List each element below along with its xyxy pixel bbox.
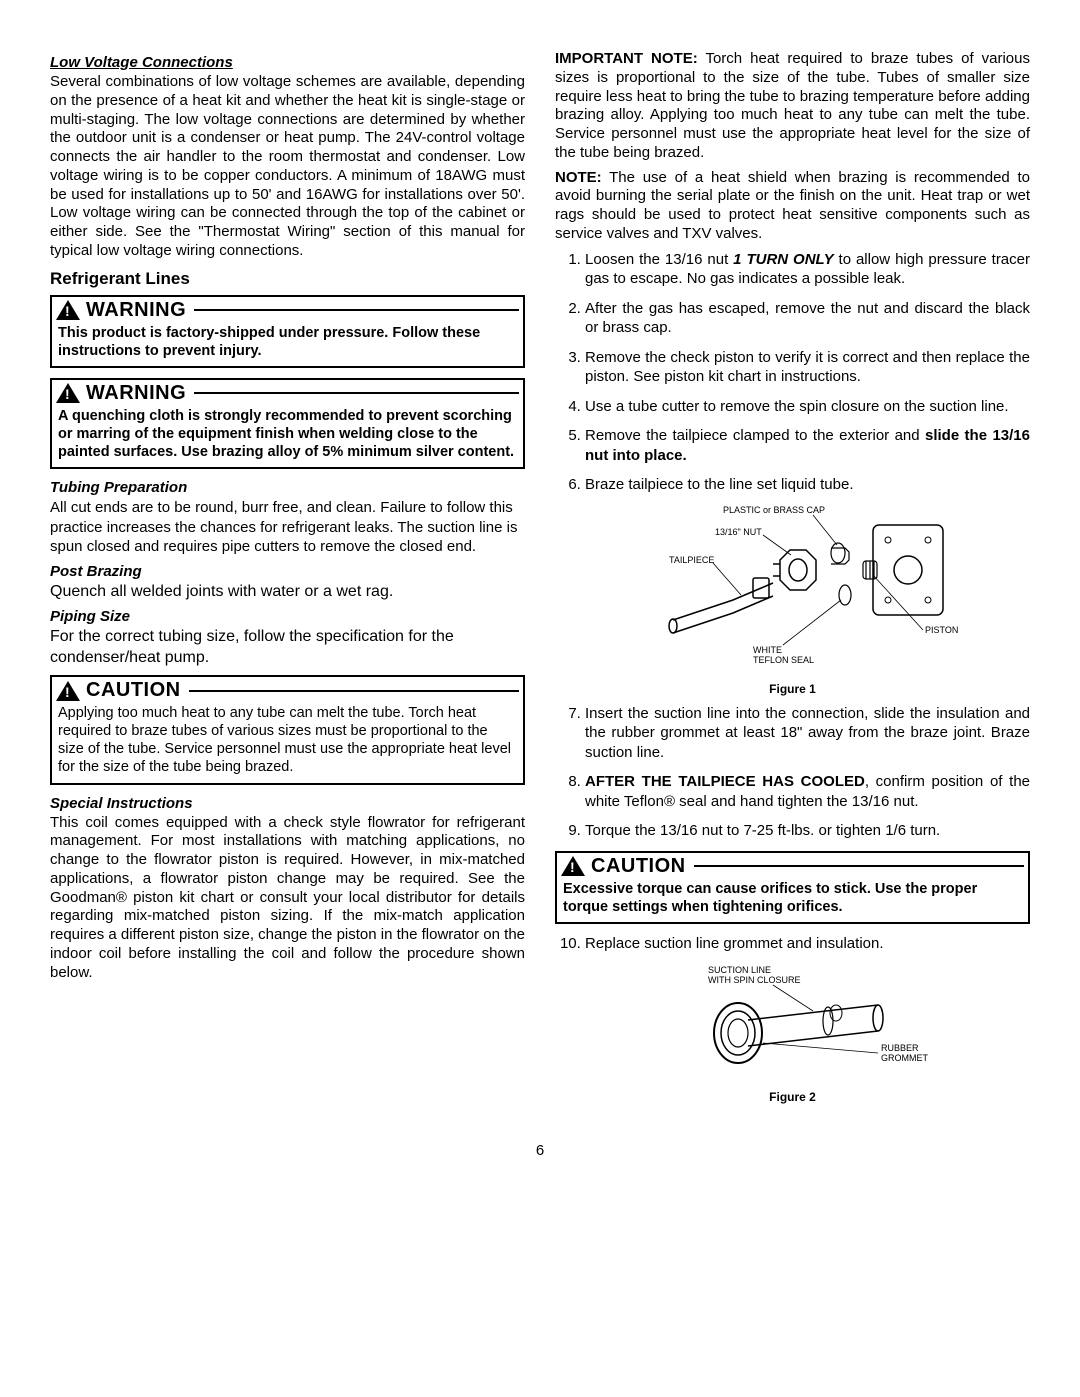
para-special: This coil comes equipped with a check st… [50, 814, 525, 983]
caution-icon [561, 856, 585, 876]
steps-list-3: Replace suction line grommet and insulat… [555, 934, 1030, 954]
warning-icon [56, 300, 80, 320]
warning-header: WARNING [52, 297, 523, 322]
step-4: Use a tube cutter to remove the spin clo… [585, 397, 1030, 417]
figure-2: SUCTION LINE WITH SPIN CLOSURE RUBBER GR… [555, 963, 1030, 1088]
figure-1-svg: PLASTIC or BRASS CAP 13/16" NUT TAILPIEC… [613, 505, 973, 675]
heading-low-voltage: Low Voltage Connections [50, 54, 525, 71]
fig2-label-suction2: WITH SPIN CLOSURE [708, 975, 801, 985]
heading-piping-size: Piping Size [50, 608, 525, 625]
para-note: NOTE: The use of a heat shield when braz… [555, 169, 1030, 244]
right-column: IMPORTANT NOTE: Torch heat required to b… [555, 50, 1030, 1112]
important-note-label: IMPORTANT NOTE: [555, 50, 698, 67]
step-1: Loosen the 13/16 nut 1 TURN ONLY to allo… [585, 250, 1030, 289]
caution-title: CAUTION [86, 679, 181, 702]
step-5: Remove the tailpiece clamped to the exte… [585, 426, 1030, 465]
caution-body: Applying too much heat to any tube can m… [52, 702, 523, 783]
warning-title: WARNING [86, 299, 186, 322]
fig1-label-tail: TAILPIECE [669, 555, 714, 565]
caution-icon [56, 681, 80, 701]
para-tubing: All cut ends are to be round, burr free,… [50, 498, 525, 557]
fig2-label-grommet2: GROMMET [881, 1053, 928, 1063]
caution-body: Excessive torque can cause orifices to s… [557, 878, 1028, 922]
para-low-voltage: Several combinations of low voltage sche… [50, 73, 525, 261]
fig1-label-piston: PISTON [925, 625, 958, 635]
page: Low Voltage Connections Several combinat… [0, 0, 1080, 1142]
caution-box-2: CAUTION Excessive torque can cause orifi… [555, 851, 1030, 924]
step-emphasis: 1 TURN ONLY [733, 251, 833, 268]
warning-box-2: WARNING A quenching cloth is strongly re… [50, 378, 525, 469]
warning-body: A quenching cloth is strongly recommende… [52, 405, 523, 467]
step-emphasis: AFTER THE TAILPIECE HAS COOLED [585, 773, 865, 790]
warning-body: This product is factory-shipped under pr… [52, 322, 523, 366]
para-important-note: IMPORTANT NOTE: Torch heat required to b… [555, 50, 1030, 163]
step-text: Remove the tailpiece clamped to the exte… [585, 427, 925, 444]
para-post-brazing: Quench all welded joints with water or a… [50, 582, 525, 603]
figure-2-caption: Figure 2 [555, 1090, 1030, 1104]
steps-list-2: Insert the suction line into the connect… [555, 704, 1030, 841]
heading-tubing-prep: Tubing Preparation [50, 479, 525, 496]
heading-special-instructions: Special Instructions [50, 795, 525, 812]
note-label: NOTE: [555, 169, 602, 186]
fig2-label-grommet1: RUBBER [881, 1043, 919, 1053]
step-9: Torque the 13/16 nut to 7-25 ft-lbs. or … [585, 821, 1030, 841]
fig1-label-nut: 13/16" NUT [715, 527, 762, 537]
caution-header: CAUTION [52, 677, 523, 702]
step-7: Insert the suction line into the connect… [585, 704, 1030, 763]
step-3: Remove the check piston to verify it is … [585, 348, 1030, 387]
caution-header: CAUTION [557, 853, 1028, 878]
heading-post-brazing: Post Brazing [50, 563, 525, 580]
figure-1-caption: Figure 1 [555, 682, 1030, 696]
fig1-label-cap: PLASTIC or BRASS CAP [723, 505, 825, 515]
warning-icon [56, 383, 80, 403]
heading-refrigerant-lines: Refrigerant Lines [50, 269, 525, 289]
fig1-label-teflon2: TEFLON SEAL [753, 655, 814, 665]
left-column: Low Voltage Connections Several combinat… [50, 50, 525, 1112]
step-8: AFTER THE TAILPIECE HAS COOLED, confirm … [585, 772, 1030, 811]
para-piping: For the correct tubing size, follow the … [50, 627, 525, 669]
caution-rule [694, 865, 1024, 867]
step-6: Braze tailpiece to the line set liquid t… [585, 475, 1030, 495]
step-10: Replace suction line grommet and insulat… [585, 934, 1030, 954]
warning-header: WARNING [52, 380, 523, 405]
caution-title: CAUTION [591, 855, 686, 878]
warning-box-1: WARNING This product is factory-shipped … [50, 295, 525, 368]
fig1-label-teflon1: WHITE [753, 645, 782, 655]
warning-rule [194, 392, 519, 394]
note-body: The use of a heat shield when brazing is… [555, 169, 1030, 242]
warning-rule [194, 309, 519, 311]
steps-list-1: Loosen the 13/16 nut 1 TURN ONLY to allo… [555, 250, 1030, 495]
page-number: 6 [0, 1142, 1080, 1179]
step-2: After the gas has escaped, remove the nu… [585, 299, 1030, 338]
warning-title: WARNING [86, 382, 186, 405]
caution-box-1: CAUTION Applying too much heat to any tu… [50, 675, 525, 785]
figure-1: PLASTIC or BRASS CAP 13/16" NUT TAILPIEC… [555, 505, 1030, 680]
step-text: Loosen the 13/16 nut [585, 251, 733, 268]
fig2-label-suction1: SUCTION LINE [708, 965, 771, 975]
figure-2-svg: SUCTION LINE WITH SPIN CLOSURE RUBBER GR… [633, 963, 953, 1083]
caution-rule [189, 690, 519, 692]
